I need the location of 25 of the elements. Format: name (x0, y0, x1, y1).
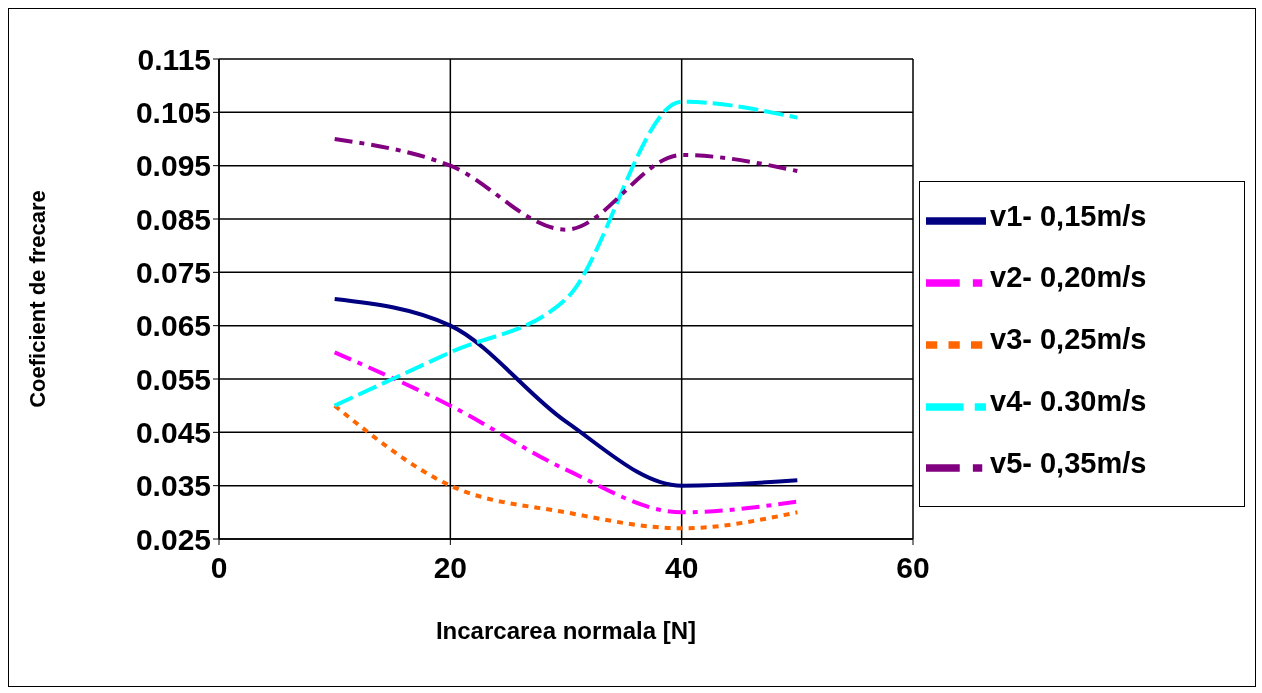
legend-label: v5- 0,35m/s (990, 446, 1147, 479)
legend-label: v1- 0,15m/s (990, 199, 1147, 232)
line-series (332, 99, 800, 408)
x-tick-label: 20 (433, 551, 468, 585)
y-tick-label: 0.115 (137, 42, 211, 76)
y-tick-label: 0.085 (135, 202, 211, 236)
x-tick-label: 40 (664, 551, 699, 585)
legend-label: v3- 0,25m/s (990, 323, 1147, 356)
line-series (332, 297, 800, 488)
y-tick-label: 0.075 (135, 255, 211, 289)
y-tick-label: 0.055 (135, 362, 211, 396)
y-tick-label: 0.045 (135, 415, 211, 449)
legend-label: v2- 0,20m/s (990, 261, 1147, 294)
y-tick-label: 0.025 (135, 522, 211, 556)
y-tick-label: 0.065 (135, 309, 211, 343)
y-tick-label: 0.095 (135, 149, 211, 183)
x-tick-label: 0 (210, 551, 228, 585)
line-series (332, 137, 800, 232)
line-series (332, 403, 800, 531)
y-tick-label: 0.105 (135, 95, 211, 129)
x-tick-label: 60 (896, 551, 930, 585)
y-axis-title: Coeficient de frecare (24, 190, 50, 408)
x-axis-title: Incarcarea normala [N] (435, 617, 697, 644)
y-tick-label: 0.035 (135, 469, 211, 503)
legend-label: v4- 0.30m/s (990, 384, 1147, 417)
